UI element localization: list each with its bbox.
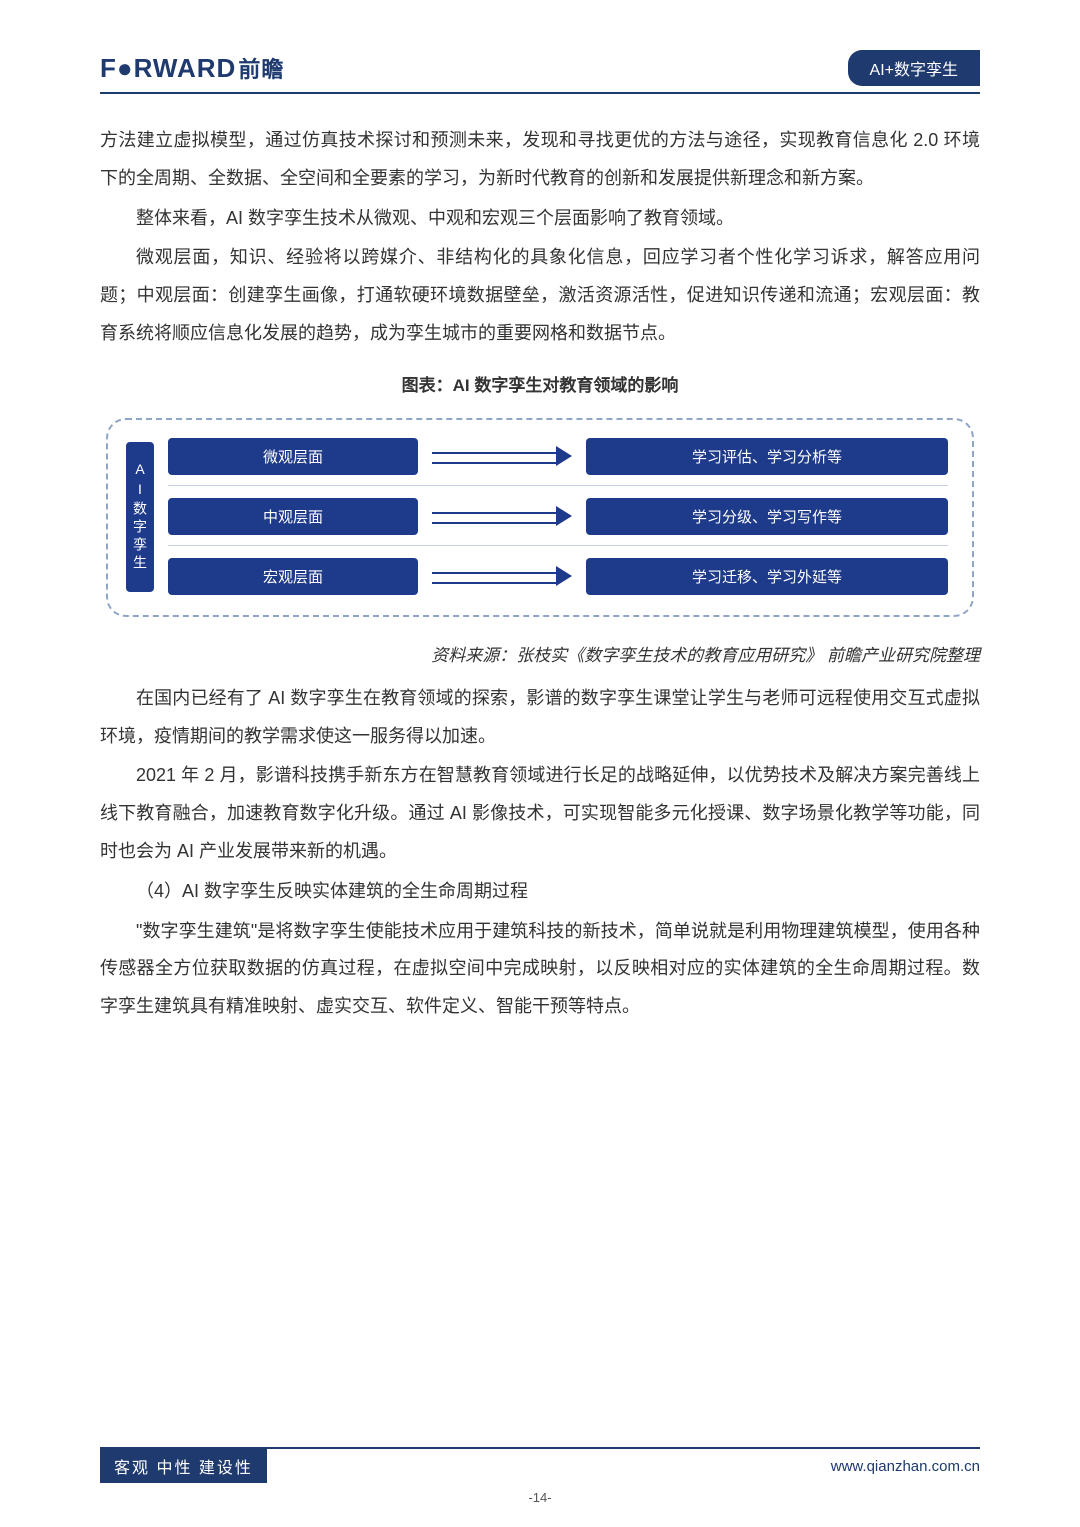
- logo-en: F●RWARD: [100, 53, 236, 84]
- diagram: AI数字孪生 微观层面 学习评估、学习分析等 中观层面 学习分级、学习写作等 宏…: [106, 418, 974, 617]
- paragraph-1: 方法建立虚拟模型，通过仿真技术探讨和预测未来，发现和寻找更优的方法与途径，实现教…: [100, 122, 980, 198]
- paragraph-4: 在国内已经有了 AI 数字孪生在教育领域的探索，影谱的数字孪生课堂让学生与老师可…: [100, 680, 980, 756]
- paragraph-2: 整体来看，AI 数字孪生技术从微观、中观和宏观三个层面影响了教育领域。: [100, 200, 980, 238]
- page-footer: 客观 中性 建设性 www.qianzhan.com.cn -14-: [100, 1447, 980, 1483]
- row-left: 中观层面: [168, 498, 418, 535]
- arrow-icon: [432, 449, 572, 463]
- diagram-rows: 微观层面 学习评估、学习分析等 中观层面 学习分级、学习写作等 宏观层面 学习迁…: [168, 438, 948, 597]
- section-heading-4: （4）AI 数字孪生反映实体建筑的全生命周期过程: [100, 873, 980, 911]
- diagram-row: 微观层面 学习评估、学习分析等: [168, 438, 948, 486]
- header-badge: AI+数字孪生: [848, 50, 980, 86]
- diagram-vertical-label: AI数字孪生: [126, 442, 154, 592]
- logo-cn: 前瞻: [238, 52, 284, 84]
- diagram-row: 中观层面 学习分级、学习写作等: [168, 498, 948, 546]
- source-line: 资料来源：张枝实《数字孪生技术的教育应用研究》 前瞻产业研究院整理: [100, 641, 980, 666]
- arrow-icon: [432, 569, 572, 583]
- arrow-icon: [432, 509, 572, 523]
- paragraph-3: 微观层面，知识、经验将以跨媒介、非结构化的具象化信息，回应学习者个性化学习诉求，…: [100, 239, 980, 352]
- row-right: 学习评估、学习分析等: [586, 438, 948, 475]
- paragraph-5: 2021 年 2 月，影谱科技携手新东方在智慧教育领域进行长足的战略延伸，以优势…: [100, 757, 980, 870]
- paragraph-6: "数字孪生建筑"是将数字孪生使能技术应用于建筑科技的新技术，简单说就是利用物理建…: [100, 913, 980, 1026]
- chart-title: 图表：AI 数字孪生对教育领域的影响: [100, 371, 980, 396]
- body-text-2: 在国内已经有了 AI 数字孪生在教育领域的探索，影谱的数字孪生课堂让学生与老师可…: [100, 680, 980, 1026]
- body-text: 方法建立虚拟模型，通过仿真技术探讨和预测未来，发现和寻找更优的方法与途径，实现教…: [100, 122, 980, 353]
- page-number: -14-: [528, 1490, 551, 1505]
- row-left: 微观层面: [168, 438, 418, 475]
- row-left: 宏观层面: [168, 558, 418, 595]
- footer-left: 客观 中性 建设性: [100, 1449, 267, 1483]
- footer-url: www.qianzhan.com.cn: [831, 1458, 980, 1475]
- row-right: 学习迁移、学习外延等: [586, 558, 948, 595]
- row-right: 学习分级、学习写作等: [586, 498, 948, 535]
- page-header: F●RWARD 前瞻 AI+数字孪生: [100, 50, 980, 94]
- logo: F●RWARD 前瞻: [100, 52, 284, 84]
- diagram-row: 宏观层面 学习迁移、学习外延等: [168, 558, 948, 597]
